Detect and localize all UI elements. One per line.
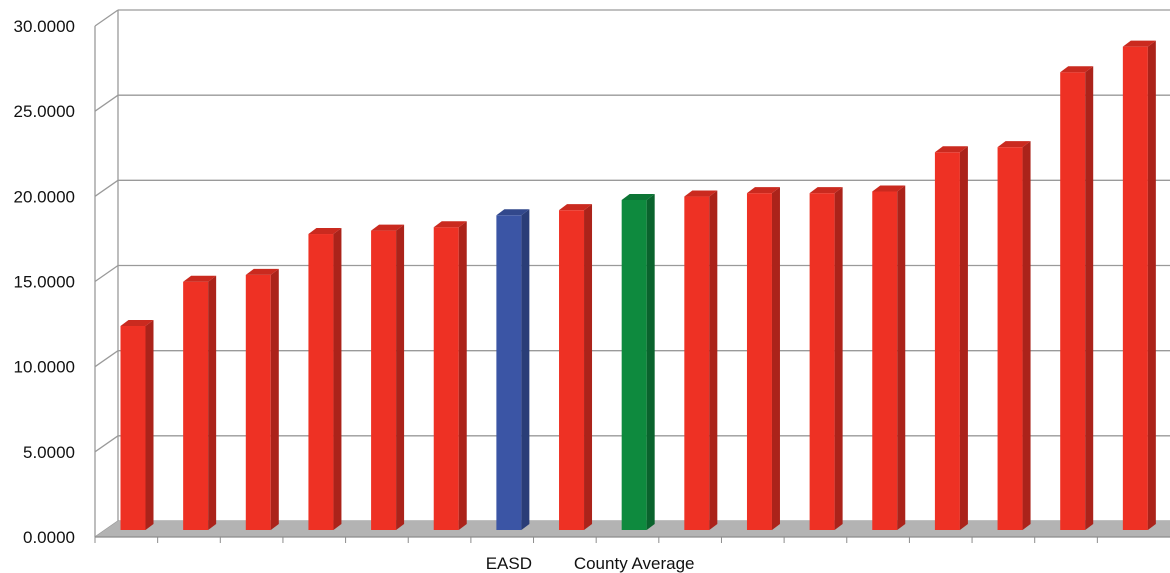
bar-top: [1122, 40, 1156, 47]
bars: [120, 40, 1156, 531]
bar-front: [1122, 46, 1148, 530]
bar-top: [872, 185, 906, 192]
bar: [684, 190, 718, 530]
bar-top: [684, 190, 718, 197]
bar-top: [183, 275, 217, 282]
bar-front: [183, 281, 209, 530]
bar-side: [646, 193, 655, 530]
bar-front: [746, 193, 772, 530]
bar-front: [308, 234, 334, 530]
y-tick-label: 5.0000: [23, 443, 75, 462]
bar-front: [1060, 72, 1086, 531]
bar-top: [934, 146, 968, 153]
bar-front: [245, 274, 271, 530]
bar-top: [245, 268, 279, 275]
bar-side: [959, 146, 968, 530]
y-axis: 0.0000 5.0000 10.0000 15.0000 20.0000 25.0000…: [14, 10, 119, 547]
bar-top: [997, 141, 1031, 148]
bar: [621, 193, 655, 530]
bar-top: [621, 193, 655, 200]
bar-top: [496, 209, 530, 216]
bar-front: [120, 326, 146, 530]
bar: [872, 185, 906, 530]
bar-side: [1085, 66, 1094, 531]
gridline-connector: [94, 435, 119, 453]
bar-top: [371, 224, 405, 231]
y-tick-label: 25.0000: [14, 102, 75, 121]
y-tick-label: 0.0000: [23, 528, 75, 547]
bar-front: [559, 210, 585, 530]
bar-side: [834, 187, 843, 530]
bar: [433, 221, 467, 531]
bar: [245, 268, 279, 530]
bar: [746, 187, 780, 530]
gridline-connector: [94, 350, 119, 368]
bar-side: [208, 275, 217, 530]
y-tick-label: 30.0000: [14, 17, 75, 36]
bar-top: [559, 204, 593, 211]
x-category-label: County Average: [574, 554, 695, 573]
category-labels: EASD County Average: [94, 537, 1098, 573]
gridline-connector: [94, 94, 119, 112]
bar-top: [120, 320, 154, 327]
bar: [120, 320, 154, 530]
bar-top: [1060, 66, 1094, 73]
bar: [1122, 40, 1156, 530]
bar-side: [521, 209, 530, 531]
bar: [997, 141, 1031, 530]
bar-front: [433, 227, 459, 531]
bar: [809, 187, 843, 530]
bar-front: [809, 193, 835, 530]
bar-front: [997, 147, 1023, 530]
bar-side: [396, 224, 405, 530]
bar-side: [771, 187, 780, 530]
bar-front: [496, 215, 522, 531]
bar: [934, 146, 968, 530]
bar-side: [897, 185, 906, 530]
bar-side: [458, 221, 467, 531]
x-category-label: EASD: [486, 554, 532, 573]
bar: [183, 275, 217, 530]
bar-top: [809, 187, 843, 194]
bar-side: [145, 320, 154, 530]
bar: [371, 224, 405, 530]
bar-side: [1022, 141, 1031, 530]
bar-side: [584, 204, 593, 530]
bar-side: [270, 268, 279, 530]
bar-side: [1147, 40, 1156, 530]
bar-front: [872, 191, 898, 530]
bar-top: [308, 228, 342, 235]
bar-front: [621, 199, 647, 530]
bar-front: [684, 196, 710, 530]
bar-front: [371, 230, 397, 530]
gridline-connector: [94, 264, 119, 283]
gridline-connector: [94, 9, 119, 27]
y-tick-label: 20.0000: [14, 187, 75, 206]
bar-side: [333, 228, 342, 530]
gridline-connector: [94, 179, 119, 197]
bar: [496, 209, 530, 531]
bar: [1060, 66, 1094, 531]
bar: [559, 204, 593, 530]
y-tick-label: 10.0000: [14, 358, 75, 377]
y-tick-label: 15.0000: [14, 273, 75, 292]
bar: [308, 228, 342, 530]
bar-top: [746, 187, 780, 194]
bar-top: [433, 221, 467, 228]
bar-side: [709, 190, 718, 530]
bar-front: [934, 152, 960, 530]
